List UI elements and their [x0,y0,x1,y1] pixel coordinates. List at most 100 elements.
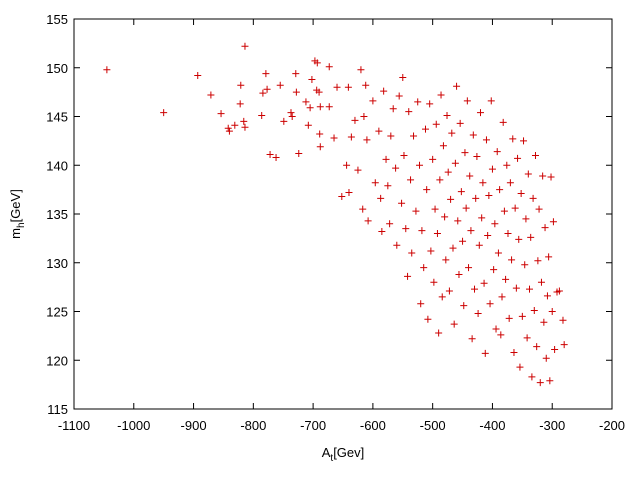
data-point [541,224,549,232]
data-point [280,117,288,125]
data-point [472,194,480,202]
data-point [266,151,274,159]
data-point [237,81,245,89]
data-point [488,165,496,173]
data-point [262,70,270,78]
data-point [426,100,434,108]
data-point [479,179,487,187]
data-point [240,117,248,125]
data-point [492,325,500,333]
data-point [306,104,314,112]
data-point [231,121,239,129]
data-point [207,91,215,99]
data-point [436,176,444,184]
data-point [369,97,377,105]
data-point [447,195,455,203]
data-point [258,112,266,120]
data-point [302,98,310,106]
data-point [276,81,284,89]
data-point [395,92,403,100]
data-point [540,318,548,326]
data-point [520,137,528,145]
data-point [194,72,202,80]
data-point [263,85,271,93]
data-point [549,218,557,226]
data-point [539,172,547,180]
x-tick-label: -1100 [58,418,90,433]
data-point [505,314,513,322]
data-point [225,127,233,135]
data-point [362,81,370,89]
data-point [371,179,379,187]
data-point [503,161,511,169]
data-point [463,97,471,105]
data-point [236,100,244,108]
data-point [533,343,541,351]
data-point [417,300,425,308]
data-point [469,131,477,139]
data-point [375,127,383,135]
data-point [457,188,465,196]
data-point [466,172,474,180]
data-point [460,302,468,310]
data-point [408,249,416,257]
data-point [527,233,535,241]
data-point [423,186,431,194]
data-point [522,215,530,223]
data-point [480,279,488,287]
data-point [308,75,316,83]
data-point [418,227,426,235]
data-point [517,190,525,198]
x-tick-label: -500 [420,418,446,433]
data-point [433,230,441,237]
data-point [509,135,517,143]
data-point [461,149,469,157]
data-point [504,230,512,237]
data-point [404,272,412,280]
data-point [450,320,458,328]
y-tick-label: 130 [46,256,68,271]
data-point [288,113,296,120]
x-tick-label: -1000 [117,418,150,433]
data-point [465,264,473,272]
data-point [315,88,323,96]
data-point [546,377,554,385]
data-point [523,334,531,342]
data-point [351,116,359,124]
data-point [424,315,432,323]
data-point [224,124,232,132]
data-point [407,176,415,184]
data-point [547,173,555,181]
data-point [498,293,506,301]
data-point [292,70,300,78]
data-point [478,214,486,222]
data-point [548,308,556,315]
y-tick-label: 140 [46,158,68,173]
data-point [364,217,372,225]
data-point [451,159,459,167]
data-point [449,244,457,252]
data-point [416,161,424,169]
data-point [459,237,467,245]
data-point [514,154,522,162]
data-point [559,316,567,324]
data-point [524,170,532,178]
data-point [241,123,249,131]
data-point [259,89,267,97]
data-point [508,256,516,264]
data-point [343,161,351,169]
y-tick-label: 115 [47,402,68,417]
data-point [420,264,428,272]
data-point [330,134,338,142]
x-tick-label: -900 [181,418,207,433]
data-point [455,270,463,278]
data-point [393,241,401,249]
y-axis-label: mh[GeV] [8,189,27,239]
data-point [484,231,492,239]
data-point [292,88,300,96]
data-point [405,108,413,116]
data-point [545,253,553,261]
data-point [345,189,353,197]
data-point [333,83,341,91]
data-point [506,179,514,187]
